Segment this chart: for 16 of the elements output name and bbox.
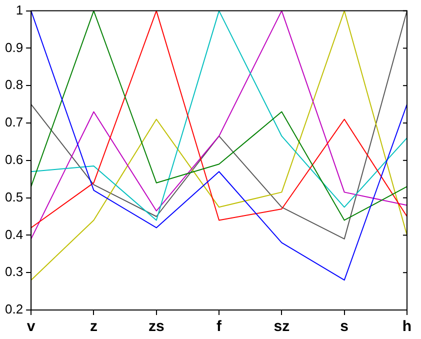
x-tick-label: f [216, 318, 223, 336]
x-tick-label: zs [148, 318, 164, 336]
y-tick-label: 0.4 [4, 226, 24, 242]
y-tick-label: 0.6 [4, 152, 24, 167]
x-tick-label: s [340, 318, 349, 336]
x-tick-label: sz [274, 318, 290, 336]
y-tick-label: 0.5 [4, 189, 24, 204]
x-tick-label: h [402, 318, 412, 336]
y-tick-label: 0.9 [4, 40, 24, 55]
y-tick-label: 1 [16, 2, 24, 18]
y-tick-label: 0.7 [4, 114, 24, 130]
y-tick-label: 0.2 [4, 302, 24, 317]
y-tick-label: 0.3 [4, 264, 24, 280]
x-tick-label: v [26, 318, 36, 336]
y-tick-label: 0.8 [4, 77, 24, 92]
x-tick-label: z [90, 318, 98, 336]
